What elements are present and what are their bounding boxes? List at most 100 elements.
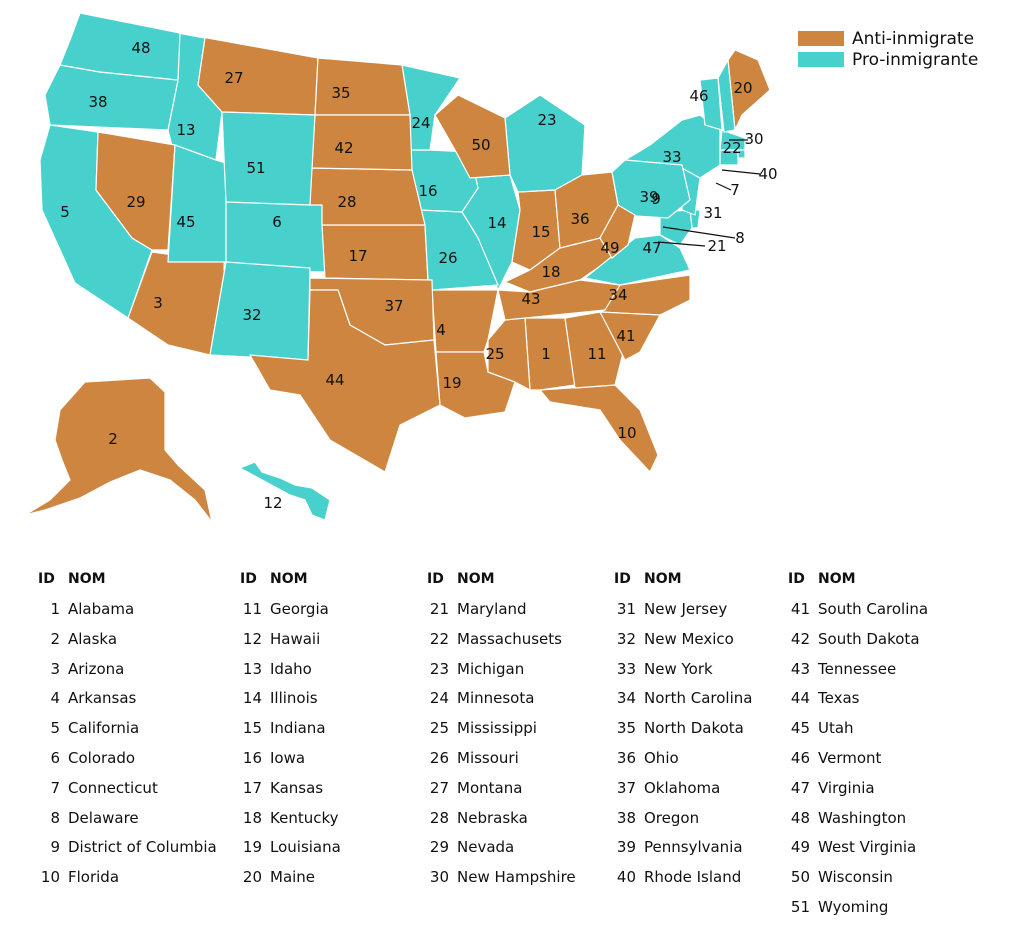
row-name: Hawaii <box>270 629 321 648</box>
row-id: 20 <box>242 868 262 887</box>
state-id-label: 39 <box>639 188 658 206</box>
table-column: ID NOM 21 Maryland 22 Massachusets 23 Michigan 2… <box>427 568 576 896</box>
legend-swatch-anti <box>798 31 844 46</box>
state-id-label: 47 <box>642 239 661 257</box>
table-row: 26 Missouri <box>427 747 576 777</box>
table-header: ID NOM <box>38 568 217 598</box>
table-row: 47 Virginia <box>788 777 928 807</box>
state-id-label: 30 <box>744 130 763 148</box>
state-id-label: 51 <box>246 159 265 177</box>
table-row: 10 Florida <box>38 866 217 896</box>
row-name: Connecticut <box>68 778 158 797</box>
state-id-label: 38 <box>88 93 107 111</box>
row-id: 11 <box>242 600 262 618</box>
row-name: Michigan <box>457 659 525 678</box>
state-id-label: 10 <box>617 424 636 442</box>
table-header: ID NOM <box>788 568 928 598</box>
table-row: 49 West Virginia <box>788 836 928 866</box>
row-name: Nebraska <box>457 808 528 827</box>
row-id: 24 <box>429 689 449 708</box>
table-row: 44 Texas <box>788 687 928 717</box>
row-id: 8 <box>50 808 60 827</box>
state-id-label: 1 <box>541 345 551 363</box>
row-id: 16 <box>242 748 262 767</box>
table-row: 42 South Dakota <box>788 628 928 658</box>
row-id: 44 <box>790 689 810 708</box>
row-name: South Carolina <box>818 600 929 618</box>
legend-label-anti: Anti-inmigrate <box>852 28 975 49</box>
table-column: ID NOM 41 South Carolina 42 South Dakota 43 Ten… <box>788 568 928 926</box>
header-name: NOM <box>270 571 308 587</box>
table-row: 6 Colorado <box>38 747 217 777</box>
table-row: 19 Louisiana <box>240 836 341 866</box>
legend-swatch-pro <box>798 52 844 67</box>
legend-item-pro: Pro-inmigrante <box>798 49 978 70</box>
row-id: 19 <box>242 838 262 857</box>
table-row: 14 Illinois <box>240 687 341 717</box>
row-name: Alaska <box>68 629 118 648</box>
state-id-label: 9 <box>651 190 661 208</box>
state-north-dakota <box>314 57 411 116</box>
row-id: 4 <box>50 689 60 708</box>
table-row: 12 Hawaii <box>240 628 341 658</box>
table-row: 23 Michigan <box>427 658 576 688</box>
state-id-label: 8 <box>735 229 745 247</box>
row-id: 40 <box>616 868 636 887</box>
row-id: 30 <box>429 868 449 887</box>
table-row: 2 Alaska <box>38 628 217 658</box>
row-name: Virginia <box>818 778 875 797</box>
table-row: 34 North Carolina <box>614 687 753 717</box>
legend-item-anti: Anti-inmigrate <box>798 28 978 49</box>
state-west-virginia <box>599 204 636 259</box>
table-row: 33 New York <box>614 658 752 688</box>
row-name: Maryland <box>457 600 527 618</box>
row-name: Kansas <box>270 778 324 797</box>
row-id: 10 <box>40 868 60 887</box>
state-id-label: 35 <box>331 84 350 102</box>
state-id-label: 21 <box>707 237 726 255</box>
state-id-table: ID NOM 1 Alabama 2 Alaska 3 Arizona 4 Arkansas 5 Ca… <box>0 568 1019 928</box>
header-id: ID <box>788 571 805 587</box>
state-id-label: 11 <box>587 345 606 363</box>
row-id: 33 <box>616 659 636 678</box>
row-name: Montana <box>457 778 523 797</box>
state-id-label: 24 <box>411 114 430 132</box>
table-row: 48 Washington <box>788 807 928 837</box>
row-name: Mississippi <box>457 719 537 738</box>
row-name: North Carolina <box>644 689 753 708</box>
table-header: ID NOM <box>614 568 752 598</box>
row-id: 18 <box>242 808 262 827</box>
state-id-label: 5 <box>60 203 70 221</box>
row-id: 31 <box>616 600 636 618</box>
state-id-label: 37 <box>384 297 403 315</box>
row-id: 27 <box>429 778 449 797</box>
state-florida <box>539 384 659 473</box>
row-id: 36 <box>616 748 636 767</box>
table-row: 50 Wisconsin <box>788 866 928 896</box>
row-id: 25 <box>429 719 449 738</box>
table-header: ID NOM <box>240 568 341 598</box>
row-id: 41 <box>790 600 810 618</box>
row-id: 43 <box>790 659 810 678</box>
table-row: 5 California <box>38 717 217 747</box>
row-id: 48 <box>790 808 810 827</box>
state-vermont <box>699 77 723 131</box>
row-id: 46 <box>790 748 810 767</box>
state-kansas <box>321 224 429 281</box>
state-id-label: 31 <box>703 204 722 222</box>
table-row: 13 Idaho <box>240 658 341 688</box>
row-id: 42 <box>790 629 810 648</box>
row-name: Washington <box>818 808 907 827</box>
table-row: 15 Indiana <box>240 717 341 747</box>
row-id: 13 <box>242 659 262 678</box>
row-name: Wyoming <box>818 897 889 916</box>
row-id: 9 <box>50 838 60 857</box>
table-row: 35 North Dakota <box>614 717 752 747</box>
row-name: New Hampshire <box>457 868 576 887</box>
state-id-label: 17 <box>348 247 367 265</box>
state-rhode-island <box>737 149 746 159</box>
table-row: 51 Wyoming <box>788 896 928 926</box>
row-name: North Dakota <box>644 719 744 738</box>
row-id: 51 <box>790 897 810 916</box>
state-south-dakota <box>309 114 413 171</box>
